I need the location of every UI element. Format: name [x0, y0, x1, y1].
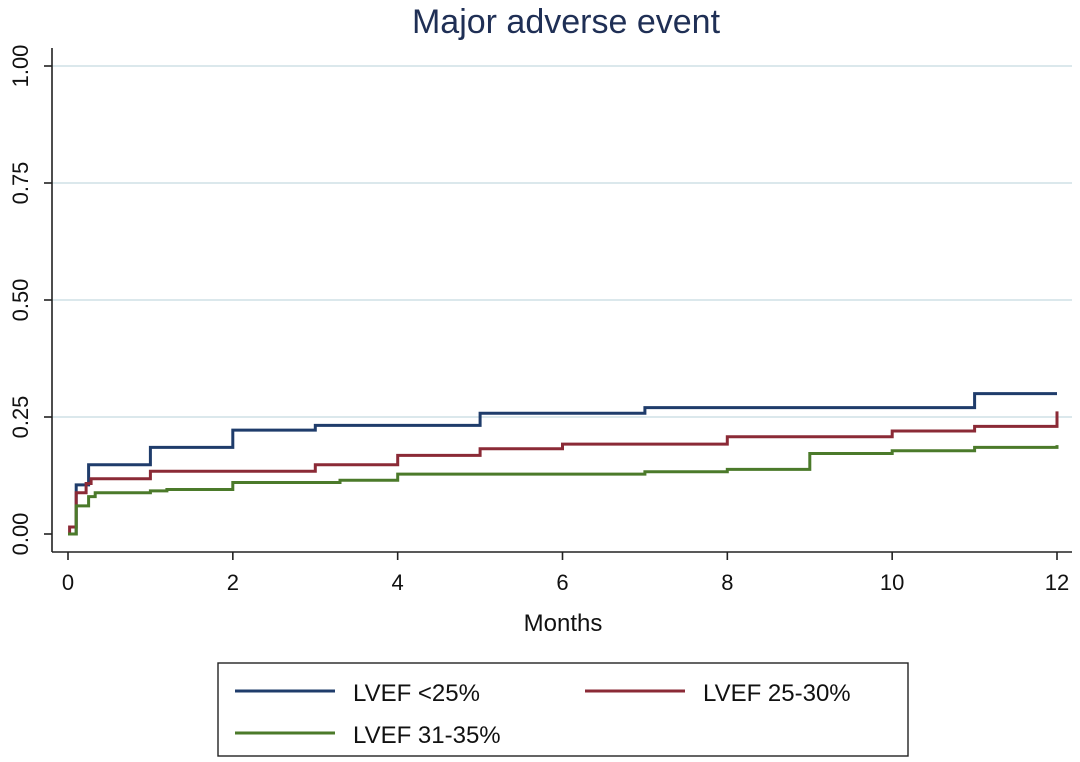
y-tick-label: 0.75 — [8, 162, 33, 205]
legend-label-1: LVEF <25% — [353, 680, 480, 707]
y-tick-label: 0.50 — [8, 279, 33, 322]
series-line-3 — [68, 445, 1059, 536]
plot-area — [68, 392, 1059, 536]
y-tick-label: 1.00 — [8, 45, 33, 88]
x-tick-label: 10 — [880, 570, 904, 595]
legend: LVEF <25% LVEF 25-30% LVEF 31-35% — [217, 662, 909, 757]
x-tick-label: 8 — [721, 570, 733, 595]
x-tick-label: 12 — [1045, 570, 1069, 595]
y-axis-ticks: 0.00 0.25 0.50 0.75 1.00 — [8, 45, 52, 556]
legend-label-3: LVEF 31-35% — [353, 722, 501, 749]
series-line-2 — [68, 411, 1059, 536]
chart-title: Major adverse event — [412, 3, 721, 41]
y-tick-label: 0.25 — [8, 396, 33, 439]
x-tick-label: 2 — [227, 570, 239, 595]
x-axis-ticks: 0 2 4 6 8 10 12 — [62, 552, 1069, 595]
legend-label-2: LVEF 25-30% — [703, 680, 851, 707]
y-tick-label: 0.00 — [8, 513, 33, 556]
legend-box — [217, 662, 909, 757]
x-tick-label: 4 — [392, 570, 404, 595]
x-axis-title: Months — [524, 610, 603, 637]
series-line-1 — [68, 392, 1057, 536]
x-tick-label: 6 — [556, 570, 568, 595]
gridlines — [52, 65, 1072, 418]
x-tick-label: 0 — [62, 570, 74, 595]
